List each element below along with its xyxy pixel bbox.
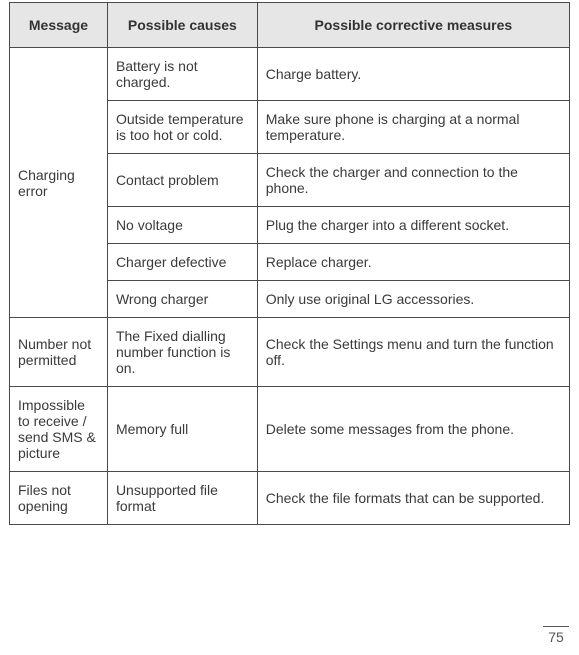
troubleshooting-table: Message Possible causes Possible correct…: [9, 2, 570, 525]
cell-cause: Unsupported file format: [107, 472, 257, 525]
cell-cause: Wrong charger: [107, 281, 257, 318]
cell-corrective: Check the charger and connection to the …: [257, 154, 569, 207]
cell-corrective: Charge battery.: [257, 48, 569, 101]
table-row: Number not permitted The Fixed dialling …: [10, 318, 570, 387]
cell-corrective: Delete some messages from the phone.: [257, 387, 569, 472]
header-message: Message: [10, 3, 108, 48]
header-causes: Possible causes: [107, 3, 257, 48]
page-number: 75: [543, 626, 569, 645]
header-corrective: Possible corrective measures: [257, 3, 569, 48]
cell-cause: Battery is not charged.: [107, 48, 257, 101]
cell-corrective: Make sure phone is charging at a normal …: [257, 101, 569, 154]
cell-message: Files not opening: [10, 472, 108, 525]
cell-corrective: Only use original LG accessories.: [257, 281, 569, 318]
cell-corrective: Check the file formats that can be suppo…: [257, 472, 569, 525]
table-header-row: Message Possible causes Possible correct…: [10, 3, 570, 48]
cell-cause: Outside temperature is too hot or cold.: [107, 101, 257, 154]
table-row: Files not opening Unsupported file forma…: [10, 472, 570, 525]
cell-message: Charging error: [10, 48, 108, 318]
cell-message: Number not permitted: [10, 318, 108, 387]
cell-cause: The Fixed dialling number function is on…: [107, 318, 257, 387]
table-row: Charging error Battery is not charged. C…: [10, 48, 570, 101]
cell-cause: No voltage: [107, 207, 257, 244]
cell-corrective: Replace charger.: [257, 244, 569, 281]
cell-cause: Memory full: [107, 387, 257, 472]
cell-corrective: Check the Settings menu and turn the fun…: [257, 318, 569, 387]
cell-cause: Charger defective: [107, 244, 257, 281]
cell-cause: Contact problem: [107, 154, 257, 207]
cell-corrective: Plug the charger into a different socket…: [257, 207, 569, 244]
table-row: Impossible to receive / send SMS & pictu…: [10, 387, 570, 472]
cell-message: Impossible to receive / send SMS & pictu…: [10, 387, 108, 472]
table-body: Charging error Battery is not charged. C…: [10, 48, 570, 525]
